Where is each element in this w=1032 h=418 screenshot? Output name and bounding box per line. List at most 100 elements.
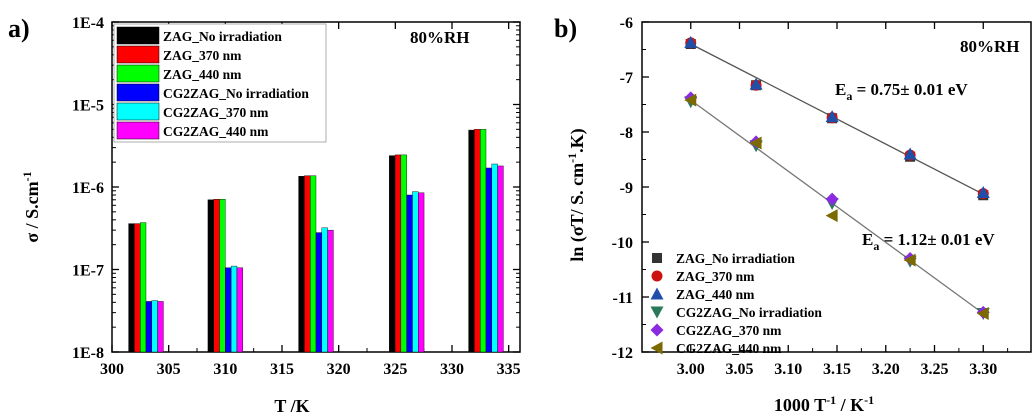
plot-frame-b <box>641 21 1032 353</box>
legend-label-b: ZAG_440 nm <box>676 287 755 302</box>
y-tick-label-b: -10 <box>612 235 633 252</box>
panel-b-xlabel: 1000 T-1 / K-1 <box>774 393 874 415</box>
panel-a-xlabel: T /K <box>274 396 309 416</box>
panel-b-xlabel-part1: 1000 T <box>774 395 826 415</box>
data-point <box>749 136 762 150</box>
data-point <box>684 93 697 107</box>
y-tick-label-b: -11 <box>613 290 633 307</box>
bar <box>207 199 214 353</box>
bar <box>321 227 328 353</box>
bar <box>474 129 481 353</box>
bar <box>394 154 402 353</box>
y-tick-label-a: 1E-7 <box>72 263 104 280</box>
y-tick-label-b: -6 <box>620 15 633 32</box>
bar <box>468 129 475 353</box>
panel-b-xlabel-part3: / K <box>836 395 864 415</box>
bar <box>418 192 425 353</box>
bar <box>389 155 396 353</box>
x-tick-label-b: 3.05 <box>726 361 754 378</box>
legend-marker-b <box>651 270 663 282</box>
panel-a-ylabel-sup: -1 <box>20 171 34 181</box>
legend-label-b: ZAG_No irradiation <box>676 251 795 266</box>
x-tick-label-b: 3.30 <box>969 361 997 378</box>
ea-label-cg2zag-main: E <box>862 230 873 249</box>
legend-marker-b <box>652 253 662 263</box>
legend-label-a: ZAG_No irradiation <box>163 29 282 44</box>
y-tick-label-a: 1E-4 <box>72 15 104 32</box>
y-tick-label-b: -7 <box>620 70 633 87</box>
bar <box>497 165 504 353</box>
x-tick-label-a: 330 <box>440 361 464 378</box>
legend-swatch-a <box>116 83 160 102</box>
x-tick-label-a: 320 <box>327 361 351 378</box>
bar-chart-conductivity: 1E-8 1E-7 1E-6 1E-5 1E-4 300 305 310 315 320 325 33… <box>72 15 521 378</box>
y-tick-label-a: 1E-6 <box>72 180 104 197</box>
bar <box>236 267 243 353</box>
bar <box>213 199 220 353</box>
y-tick-label-b: -8 <box>620 125 633 142</box>
y-tick-label-a: 1E-8 <box>72 345 104 362</box>
svg-text:ln (σT/ S. cm-1.K): ln (σT/ S. cm-1.K) <box>565 128 588 261</box>
svg-text:σ / S.cm-1: σ / S.cm-1 <box>20 171 42 242</box>
ea-label-zag-main: E <box>835 80 846 99</box>
data-point <box>903 253 916 267</box>
bar <box>491 163 498 353</box>
bar <box>128 223 135 353</box>
legend-marker-b <box>650 323 664 337</box>
legend-label-a: CG2ZAG_No irradiation <box>163 86 309 101</box>
ea-label-zag-rest: = 0.75± 0.01 eV <box>852 80 968 99</box>
data-point <box>976 307 989 320</box>
x-tick-label-a: 310 <box>213 361 237 378</box>
bar <box>480 129 487 353</box>
panel-b-annotation: 80%RH <box>960 37 1020 56</box>
bar <box>310 175 317 353</box>
legend-swatch-a <box>116 121 160 140</box>
bar <box>298 176 305 353</box>
bar <box>230 265 238 353</box>
legend-marker-b <box>650 287 664 300</box>
scatter-chart-arrhenius: -12 -11 -10 -9 -8 -7 -6 3.00 3.05 3.10 3.15 3.20 3.2… <box>612 15 1032 378</box>
panel-b-ylabel-sup: -1 <box>565 153 579 163</box>
x-tick-label-a: 315 <box>270 361 294 378</box>
bar <box>139 222 147 353</box>
data-point <box>749 77 763 90</box>
bar <box>304 175 311 353</box>
legend-label-b: CG2ZAG_440 nm <box>676 341 782 356</box>
x-tick-label-b: 3.00 <box>677 361 705 378</box>
ea-label-cg2zag: Ea = 1.12± 0.01 eV <box>862 230 995 253</box>
bar <box>134 223 141 353</box>
data-point <box>976 186 990 198</box>
data-point <box>903 147 917 160</box>
data-point <box>825 110 839 123</box>
legend-label-a: CG2ZAG_440 nm <box>163 124 269 139</box>
x-tick-label-a: 305 <box>157 361 181 378</box>
bar <box>485 167 493 353</box>
bar <box>327 229 334 353</box>
data-point <box>825 192 839 206</box>
legend-swatch-a <box>116 26 160 45</box>
legend-label-a: ZAG_440 nm <box>163 67 242 82</box>
ea-label-zag: Ea = 0.75± 0.01 eV <box>835 80 968 103</box>
panel-a-letter: a) <box>8 14 30 43</box>
bar <box>225 267 232 353</box>
panel-b-xlabel-sup1: -1 <box>826 393 836 407</box>
legend-label-b: CG2ZAG_370 nm <box>676 323 782 338</box>
ea-label-zag-sub: a <box>846 89 852 103</box>
bar <box>412 191 419 353</box>
legend-swatch-a <box>116 64 160 83</box>
panel-b-letter: b) <box>554 14 577 43</box>
x-tick-label-b: 3.15 <box>823 361 851 378</box>
y-tick-label-a: 1E-5 <box>72 98 104 115</box>
x-tick-label-b: 3.10 <box>774 361 802 378</box>
panel-b-ylabel-part3: .K) <box>567 128 588 153</box>
data-point <box>825 209 838 223</box>
legend-label-b: ZAG_370 nm <box>676 269 755 284</box>
panel-b-ylabel-part1: ln (σT/ S. cm <box>567 163 588 262</box>
x-tick-label-b: 3.20 <box>872 361 900 378</box>
legend-marker-b <box>650 306 664 319</box>
x-tick-label-b: 3.25 <box>921 361 949 378</box>
y-tick-label-b: -9 <box>620 180 633 197</box>
legend-label-a: ZAG_370 nm <box>163 48 242 63</box>
legend-label-b: CG2ZAG_No irradiation <box>676 305 822 320</box>
